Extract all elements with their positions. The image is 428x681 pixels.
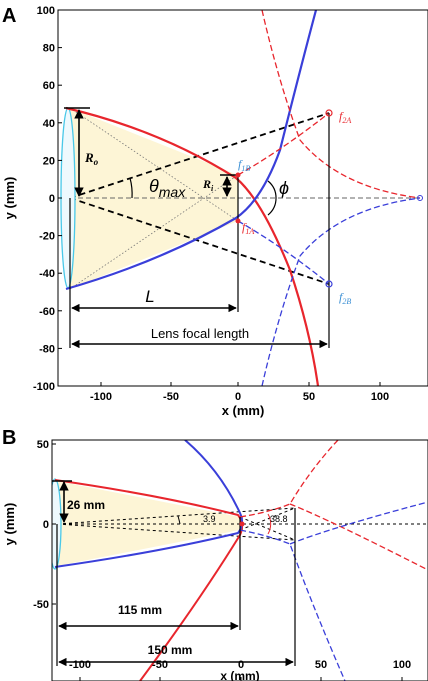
dotted-diagonal: [69, 107, 239, 222]
y-a-tick-label: 80: [43, 43, 55, 55]
svg-text:θmax: θmax: [149, 176, 186, 200]
y-axis-label-a: y (mm): [2, 177, 17, 220]
y-a-tick-label: -60: [39, 306, 55, 318]
theta-label: θ: [149, 176, 159, 196]
f1b-label: f: [238, 157, 243, 171]
red-dashed-curve-a2: [237, 112, 330, 176]
y-a-tick-label: 40: [43, 118, 55, 130]
svg-text:Ro: Ro: [84, 150, 99, 167]
r0-sub: o: [94, 157, 99, 167]
x-a-tick-label: -100: [90, 391, 112, 403]
f2b-label: f: [339, 290, 344, 304]
x-axis-label-b: x (mm): [220, 669, 259, 681]
phi-arc: [267, 180, 277, 216]
dashed-ray-b: [56, 523, 296, 541]
panel-b-letter: B: [2, 427, 16, 449]
x-b-tick-label: 0: [238, 659, 244, 671]
lens-a: [60, 107, 76, 289]
x-a-tick-label: -50: [163, 391, 179, 403]
y-ticks-a: 100 80 60 40 20 0 -20 -40 -60 -80 -100: [33, 5, 62, 393]
x-a-tick-label: 100: [371, 391, 389, 403]
f1a-point: [235, 218, 241, 224]
d115-label: 115 mm: [118, 603, 162, 617]
angle-388-label: 38.8: [270, 514, 288, 524]
f2b-point: [325, 280, 333, 288]
phi-label: ϕ: [279, 178, 289, 198]
x-ticks-a: -100 -50 0 50 100: [90, 382, 389, 403]
r0-label: R: [84, 150, 94, 165]
y-a-tick-label: -40: [39, 268, 55, 280]
blue-dashed-curve-b: [239, 529, 346, 681]
d150-label: 150 mm: [148, 643, 193, 657]
f1a-sub: 1A: [245, 227, 254, 236]
r1-label: R: [202, 177, 211, 191]
f2a-sub: 2A: [342, 116, 351, 125]
y-ticks-b: 50 0 -50: [33, 439, 56, 611]
dashed-ray-b: [239, 516, 296, 541]
theta-arc: [129, 177, 133, 199]
x-b-tick-label: -100: [69, 659, 91, 671]
f1a-label: f: [242, 220, 247, 234]
panel-a: A: [2, 5, 428, 418]
x-b-tick-label: 100: [393, 659, 411, 671]
red-dashed-curve-a: [261, 10, 421, 199]
y-a-tick-label: 100: [37, 5, 55, 17]
angle-arc-b1: [177, 515, 181, 525]
x-b-tick-label: -50: [152, 659, 168, 671]
blue-curve-b: [54, 440, 244, 568]
ray-dashed: [69, 112, 330, 199]
y-a-tick-label: 60: [43, 80, 55, 92]
angle-39-label: 3.9: [203, 514, 216, 524]
f2a-label: f: [339, 109, 344, 123]
ray-dashed: [69, 197, 330, 285]
blue-curve-a: [65, 10, 318, 291]
x-a-tick-label: 50: [303, 391, 315, 403]
x-ticks-b: -100 -50 0 50 100: [69, 659, 411, 681]
y-a-tick-label: 0: [49, 193, 55, 205]
y-b-tick-label: 0: [43, 519, 49, 531]
panel-a-letter: A: [2, 5, 16, 27]
svg-text:f1B: f1B: [238, 157, 250, 173]
y-a-tick-label: 20: [43, 155, 55, 167]
dashed-ray-b: [239, 507, 296, 531]
y-b-tick-label: 50: [37, 439, 49, 451]
r1-sub: i: [211, 184, 214, 193]
x-a-tick-label: 0: [235, 391, 241, 403]
f2a-point: [325, 109, 333, 117]
far-focus: [417, 195, 423, 201]
axes-frame-b: [51, 439, 428, 681]
f1b-sub: 1B: [241, 164, 250, 173]
svg-text:f2B: f2B: [339, 290, 351, 306]
f1b-point: [235, 172, 241, 178]
angle-arc-b2: [267, 513, 272, 535]
svg-text:f1A: f1A: [242, 220, 254, 236]
x-b-tick-label: 50: [315, 659, 327, 671]
focus-b: [239, 521, 245, 527]
blue-dashed-curve-a: [261, 197, 421, 386]
x-axis-label-a: x (mm): [222, 403, 265, 418]
y-a-tick-label: -100: [33, 381, 55, 393]
focal-label: Lens focal length: [151, 326, 249, 341]
blue-dashed-curve-a2: [237, 220, 330, 285]
y-axis-label-b: y (mm): [2, 503, 17, 546]
f2b-sub: 2B: [342, 297, 351, 306]
panel-b-plot: [52, 440, 428, 681]
l-label: L: [145, 287, 154, 306]
svg-text:Ri: Ri: [202, 177, 214, 193]
r26-label: 26 mm: [67, 498, 105, 512]
y-b-tick-label: -50: [33, 599, 49, 611]
dotted-diagonal: [69, 174, 239, 290]
y-a-tick-label: -20: [39, 231, 55, 243]
red-dashed-curve-b: [239, 440, 339, 518]
red-dashed-curve-b2: [289, 503, 428, 571]
theta-sub: max: [159, 184, 186, 200]
dashed-ray-b: [56, 507, 296, 525]
blue-dashed-curve-b2: [289, 501, 428, 545]
svg-text:f2A: f2A: [339, 109, 351, 125]
panel-b: B 500-50 -100-: [2, 427, 428, 681]
y-a-tick-label: -80: [39, 343, 55, 355]
